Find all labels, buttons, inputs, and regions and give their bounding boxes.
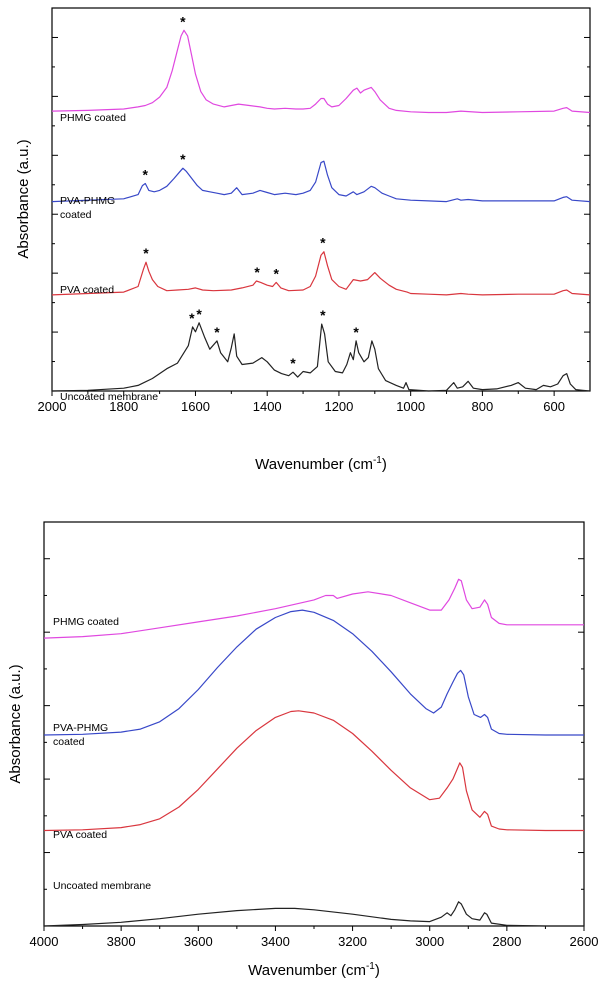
chart-bottom: 4000 3800 3600 3400 3200 3000 2800 2600 PHMG co… — [7, 521, 599, 979]
peak-marker: * — [143, 245, 149, 261]
chart-top: 2000 1800 1600 1400 1200 1000 800 600 ***** *** *… — [15, 7, 591, 473]
series-label-uncoated: Uncoated membrane — [60, 391, 158, 403]
series-label-pva-phmg-line2: coated — [60, 209, 92, 221]
series-top — [51, 29, 591, 392]
plot-area-bottom: 4000 3800 3600 3400 3200 3000 2800 2600 — [30, 521, 599, 949]
x-tick-label-top: 1800 — [109, 399, 138, 414]
series-label-phmg-bottom: PHMG coated — [53, 616, 119, 628]
peak-marker: * — [180, 151, 186, 167]
series-label-phmg: PHMG coated — [60, 112, 126, 124]
y-axis-title-top: Absorbance (a.u.) — [15, 139, 32, 258]
peak-marker: * — [353, 324, 359, 340]
x-axis-title-bottom-sup: -1 — [366, 961, 375, 972]
x-tick-label-bottom: 2600 — [570, 934, 599, 949]
peak-marker: * — [214, 324, 220, 340]
peak-marker: * — [273, 265, 279, 281]
peak-marker: * — [290, 355, 296, 371]
series-label-pva: PVA coated — [60, 284, 114, 296]
peak-marker: * — [180, 13, 186, 29]
series-line-uncoated-bottom — [43, 901, 584, 927]
peak-marker: * — [143, 166, 149, 182]
x-axis-title-top-end: ) — [382, 456, 387, 473]
series-label-pva-bottom: PVA coated — [53, 829, 107, 841]
series-label-pva-phmg-bottom-line1: PVA-PHMG — [53, 722, 108, 734]
x-axis-title-top-main: Wavenumber (cm — [255, 456, 373, 473]
x-tick-label-top: 1400 — [253, 399, 282, 414]
x-tick-label-bottom: 3400 — [261, 934, 290, 949]
plot-frame-bottom — [43, 521, 585, 927]
y-axis-title-bottom: Absorbance (a.u.) — [7, 664, 24, 783]
x-axis-title-bottom: Wavenumber (cm-1) — [248, 961, 380, 979]
plot-frame-top — [51, 7, 591, 392]
x-tick-label-bottom: 3200 — [338, 934, 367, 949]
series-line-phmg-bottom — [43, 578, 584, 639]
x-axis-title-bottom-main: Wavenumber (cm — [248, 962, 366, 979]
x-axis-title-bottom-end: ) — [375, 962, 380, 979]
x-tick-label-top: 600 — [543, 399, 565, 414]
x-tick-label-bottom: 3600 — [184, 934, 213, 949]
series-line-pva-top — [51, 251, 591, 296]
x-tick-label-bottom: 4000 — [30, 934, 59, 949]
series-label-pva-phmg-line1: PVA-PHMG — [60, 195, 115, 207]
x-axis-title-top-sup: -1 — [373, 455, 382, 466]
x-tick-label-top: 1000 — [396, 399, 425, 414]
peak-marker: * — [189, 310, 195, 326]
peak-marker: * — [196, 306, 202, 322]
series-line-pva-bottom — [43, 710, 584, 832]
series-line-pva-phmg-top — [51, 160, 591, 203]
series-line-pva-phmg-bottom — [43, 609, 584, 736]
series-line-uncoated-top — [51, 322, 591, 392]
x-tick-label-bottom: 3000 — [415, 934, 444, 949]
peak-marker: * — [320, 235, 326, 251]
x-tick-label-top: 2000 — [38, 399, 67, 414]
series-line-phmg-top — [51, 29, 591, 114]
x-tick-label-bottom: 3800 — [107, 934, 136, 949]
plot-area-top: 2000 1800 1600 1400 1200 1000 800 600 ***** *** *… — [38, 7, 591, 414]
x-axis-title-top: Wavenumber (cm-1) — [255, 455, 387, 473]
x-tick-label-top: 1200 — [324, 399, 353, 414]
markers-top: ***** *** ***** — [143, 13, 360, 371]
x-ticks-bottom: 4000 3800 3600 3400 3200 3000 2800 2600 — [30, 926, 599, 949]
x-tick-label-top: 800 — [472, 399, 494, 414]
peak-marker: * — [254, 264, 260, 280]
peak-marker: * — [320, 307, 326, 323]
y-ticks-top — [52, 36, 590, 363]
series-label-uncoated-bottom: Uncoated membrane — [53, 880, 151, 892]
x-tick-label-bottom: 2800 — [492, 934, 521, 949]
x-tick-label-top: 1600 — [181, 399, 210, 414]
x-ticks-top: 2000 1800 1600 1400 1200 1000 800 600 — [38, 391, 565, 414]
y-ticks-bottom — [44, 558, 584, 890]
series-label-pva-phmg-bottom-line2: coated — [53, 736, 85, 748]
series-bottom — [43, 578, 584, 927]
